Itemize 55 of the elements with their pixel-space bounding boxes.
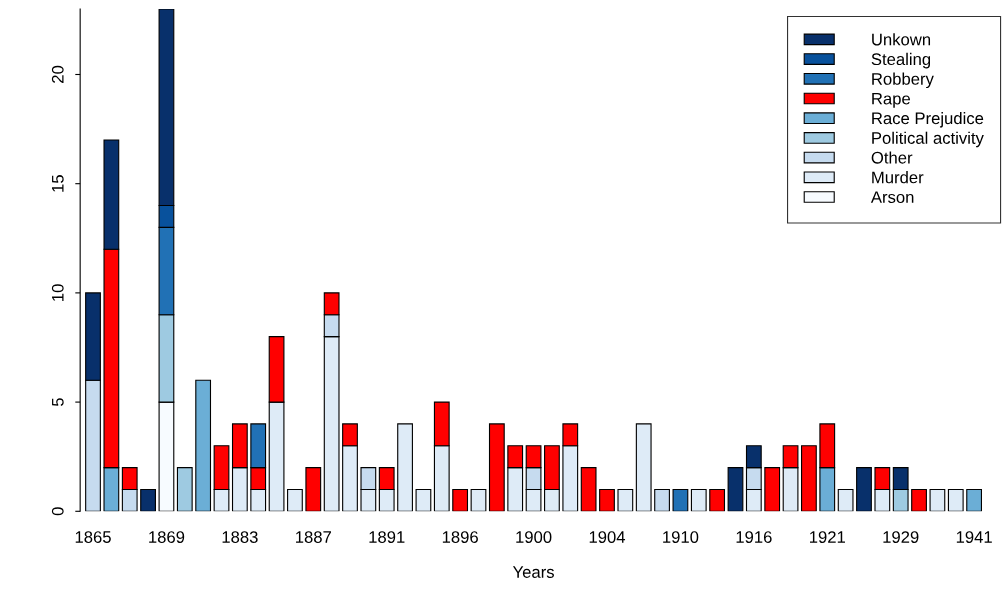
bar <box>690 488 707 512</box>
y-tick-label: 5 <box>52 398 64 407</box>
x-axis-title: Years <box>512 566 554 578</box>
legend-label: Political activity <box>872 131 984 148</box>
x-tick-label: 1891 <box>369 531 405 543</box>
bar <box>801 445 817 512</box>
legend-label: Unkown <box>872 33 931 46</box>
bar <box>837 488 854 512</box>
bar <box>709 488 726 512</box>
legend-label: Stealing <box>871 52 931 69</box>
bar <box>287 488 303 512</box>
x-tick-label: 1896 <box>442 531 478 543</box>
y-tick-label: 15 <box>52 175 64 192</box>
x-tick-label: 1916 <box>736 531 772 543</box>
bar <box>599 488 615 512</box>
x-tick-label: 1929 <box>883 531 919 543</box>
x-tick-label: 1904 <box>589 531 626 543</box>
x-tick-label: 1883 <box>222 531 258 543</box>
bar <box>580 467 597 512</box>
legend-label: Race Prejudice <box>872 111 984 128</box>
bar <box>635 423 652 512</box>
bar <box>452 488 469 512</box>
bar <box>617 488 634 512</box>
x-tick-label: 1910 <box>663 531 699 543</box>
bar <box>195 379 212 512</box>
legend-label: Arson <box>870 191 914 204</box>
x-tick-label: 1921 <box>810 531 845 543</box>
bar <box>856 467 872 512</box>
bar <box>929 488 946 512</box>
x-tick-label: 1941 <box>956 531 992 543</box>
legend-label: Rape <box>872 92 910 108</box>
y-tick-label: 20 <box>51 65 64 83</box>
bar <box>305 467 322 512</box>
bar <box>140 488 156 512</box>
legend-label: Other <box>871 151 913 164</box>
bar <box>397 423 413 512</box>
bar <box>966 488 983 512</box>
bar <box>764 467 781 512</box>
x-tick-label: 1865 <box>75 531 111 543</box>
y-tick-label: 0 <box>51 507 64 516</box>
y-tick-label: 10 <box>51 284 64 301</box>
x-tick-label: 1900 <box>516 531 552 543</box>
bar <box>488 423 505 512</box>
bar <box>947 488 964 512</box>
bar <box>176 467 193 512</box>
legend-label: Murder <box>872 171 924 184</box>
legend-label: Robbery <box>872 72 934 89</box>
x-tick-label: 1887 <box>296 531 331 543</box>
bar <box>911 488 927 512</box>
bar <box>672 488 689 512</box>
bar <box>470 488 487 512</box>
bar <box>415 488 432 512</box>
bar <box>654 488 670 512</box>
bar <box>727 467 744 512</box>
x-tick-label: 1869 <box>149 531 185 543</box>
